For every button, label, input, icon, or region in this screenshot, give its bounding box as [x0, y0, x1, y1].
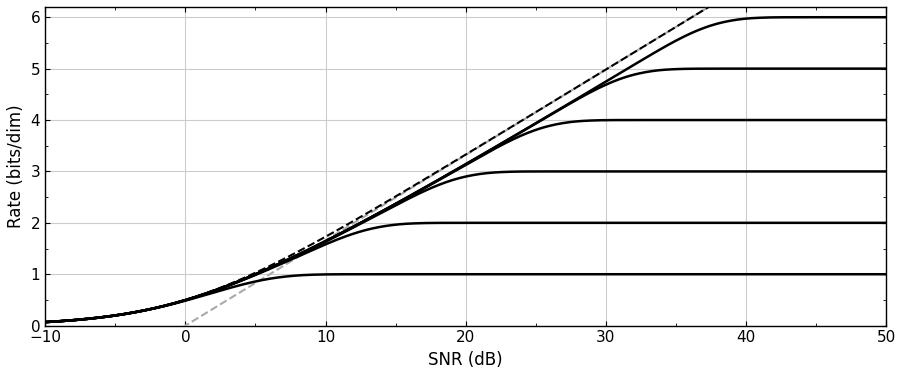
Y-axis label: Rate (bits/dim): Rate (bits/dim): [7, 105, 25, 228]
X-axis label: SNR (dB): SNR (dB): [428, 351, 502, 369]
